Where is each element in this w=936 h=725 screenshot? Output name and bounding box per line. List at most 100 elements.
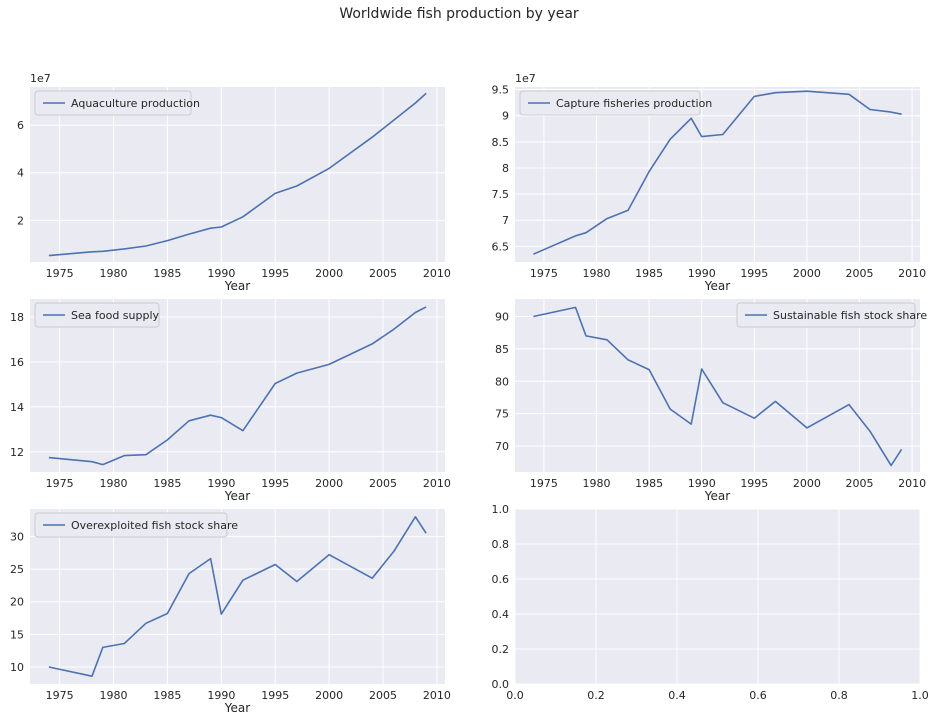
y-tick-label: 10	[10, 661, 24, 674]
data-point	[585, 232, 587, 234]
data-point	[242, 216, 244, 218]
data-point	[575, 307, 577, 309]
x-tick-label: 1995	[261, 689, 289, 702]
data-point	[296, 185, 298, 187]
x-tick-label: 2005	[846, 477, 874, 490]
data-point	[606, 339, 608, 341]
x-tick-label: 1985	[153, 689, 181, 702]
data-point	[533, 316, 535, 318]
data-point	[669, 408, 671, 410]
x-tick-label: 1975	[530, 477, 558, 490]
x-tick-label: 2010	[898, 477, 926, 490]
y-offset-label: 1e7	[515, 72, 536, 85]
legend: Sustainable fish stock share	[736, 302, 927, 328]
data-point	[102, 464, 104, 466]
x-tick-label: 1975	[530, 267, 558, 280]
data-point	[775, 92, 777, 94]
legend-label: Sea food supply	[71, 309, 160, 322]
y-tick-label: 6	[17, 119, 24, 132]
plot-area	[515, 509, 920, 684]
x-tick-label: 2010	[898, 267, 926, 280]
x-tick-label: 0.2	[587, 689, 605, 702]
axes-6: 0.0 0.2 0.4 0.6 0.8 1.0 0.0 0.2 0.4 0.6 0.8 1.0	[492, 503, 929, 702]
data-point	[415, 312, 417, 314]
y-offset-label: 1e7	[30, 72, 51, 85]
x-tick-label: 1975	[46, 267, 74, 280]
data-point	[393, 551, 395, 553]
data-point	[328, 168, 330, 170]
y-tick-label: 0.2	[492, 643, 510, 656]
data-point	[890, 111, 892, 113]
y-tick-label: 75	[495, 408, 509, 421]
legend-label: Overexploited fish stock share	[71, 519, 238, 532]
data-point	[210, 414, 212, 416]
y-tick-label: 20	[10, 596, 24, 609]
legend: Overexploited fish stock share	[34, 512, 238, 538]
x-tick-label: 2000	[793, 267, 821, 280]
x-tick-label: 1985	[635, 267, 663, 280]
y-tick-label: 70	[495, 440, 509, 453]
data-point	[123, 643, 125, 645]
data-point	[648, 369, 650, 371]
y-tick-label: 18	[10, 311, 24, 324]
data-point	[188, 233, 190, 235]
legend-label: Aquaculture production	[71, 97, 200, 110]
y-tick-label: 4	[17, 167, 24, 180]
y-tick-label: 0.8	[492, 538, 510, 551]
axes-4: 1975 1980 1985 1990 1995 2000 2005 2010 70 75 80 85…	[495, 299, 927, 503]
data-point	[102, 647, 104, 649]
data-point	[701, 368, 703, 370]
axes-1: 1975 1980 1985 1990 1995 2000 2005 2010 2 4 6 Year 1…	[17, 72, 451, 293]
y-tick-label: 7.5	[492, 188, 510, 201]
y-tick-label: 85	[495, 343, 509, 356]
y-tick-label: 6.5	[492, 240, 510, 253]
axes-5: 1975 1980 1985 1990 1995 2000 2005 201010152025…	[10, 509, 451, 715]
data-point	[188, 573, 190, 575]
legend-box	[736, 302, 916, 328]
legend-box	[519, 90, 701, 116]
data-point	[91, 675, 93, 677]
data-point	[722, 134, 724, 136]
data-point	[188, 420, 190, 422]
x-tick-label: 1995	[740, 477, 768, 490]
x-tick-label: 1975	[46, 689, 74, 702]
data-point	[627, 209, 629, 211]
x-tick-label: 2010	[423, 689, 451, 702]
y-tick-label: 80	[495, 375, 509, 388]
data-point	[371, 343, 373, 345]
data-point	[145, 454, 147, 456]
data-point	[806, 90, 808, 92]
series-line	[48, 92, 427, 257]
series-line	[48, 306, 427, 466]
data-point	[722, 402, 724, 404]
x-tick-label: 0.4	[668, 689, 686, 702]
series-line	[533, 90, 902, 255]
x-axis-label: Year	[224, 701, 250, 715]
x-tick-label: 2005	[369, 477, 397, 490]
data-point	[371, 577, 373, 579]
data-point	[242, 579, 244, 581]
x-tick-label: 2005	[369, 689, 397, 702]
data-point	[296, 581, 298, 583]
data-point	[575, 235, 577, 237]
data-point	[91, 251, 93, 253]
legend-label: Sustainable fish stock share	[773, 309, 927, 322]
x-tick-label: 2000	[315, 689, 343, 702]
data-point	[848, 404, 850, 406]
y-tick-label: 0.0	[492, 678, 510, 691]
x-axis-label: Year	[704, 279, 730, 293]
y-tick-label: 9.5	[492, 84, 510, 97]
x-tick-label: 2010	[423, 477, 451, 490]
data-point	[690, 117, 692, 119]
data-point	[371, 136, 373, 138]
y-tick-label: 2	[17, 214, 24, 227]
data-point	[425, 306, 427, 308]
x-axis-label: Year	[224, 279, 250, 293]
y-tick-label: 7	[502, 214, 509, 227]
x-tick-label: 1980	[100, 267, 128, 280]
y-tick-label: 0.6	[492, 573, 510, 586]
axes-3: 1975 1980 1985 1990 1995 2000 2005 2010 12 14 16 18…	[10, 299, 451, 503]
data-point	[220, 417, 222, 419]
legend-box	[34, 90, 192, 116]
